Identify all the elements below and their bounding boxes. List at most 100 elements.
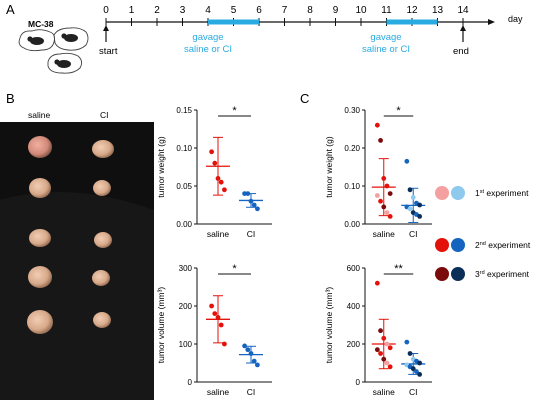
data-point <box>407 206 413 212</box>
data-point <box>410 366 416 372</box>
day-tick-label: 3 <box>180 5 186 16</box>
tumor-saline <box>28 136 52 158</box>
data-point <box>384 360 390 366</box>
data-point <box>417 202 423 208</box>
chart-b-volume: 0 100 200 300 tumor volume (mm³) saline CI * <box>156 263 272 397</box>
data-point <box>387 345 393 351</box>
x-tick-label: saline <box>373 229 395 239</box>
y-axis-label: tumor volume (mm³) <box>156 287 166 364</box>
data-point <box>404 339 410 345</box>
significance-label: * <box>396 105 401 117</box>
data-point <box>374 193 380 198</box>
data-point <box>410 195 416 200</box>
x-tick-label: CI <box>247 387 256 397</box>
day-unit-label: day <box>508 14 523 24</box>
data-point <box>374 122 380 128</box>
data-point <box>209 303 215 309</box>
day-tick-label: 12 <box>406 5 418 16</box>
y-tick-label: 0.30 <box>344 106 360 115</box>
photo-label-ci: CI <box>100 110 109 120</box>
y-tick-label: 100 <box>179 340 193 349</box>
day-tick-label: 8 <box>307 5 313 16</box>
tumor-ci <box>92 140 114 158</box>
data-point <box>245 191 251 197</box>
x-tick-label: saline <box>207 387 229 397</box>
data-point <box>248 351 254 356</box>
data-point <box>222 341 227 347</box>
data-point <box>387 214 393 219</box>
data-point <box>417 372 423 377</box>
gavage-label-2-line2: saline or CI <box>362 44 410 55</box>
y-tick-label: 300 <box>179 264 193 273</box>
day-tick-label: 9 <box>333 5 339 16</box>
y-tick-label: 0 <box>188 378 193 387</box>
chart-c-volume: 0 200 400 600 tumor volume (mm³) saline CI ** <box>324 263 432 397</box>
day-tick-label: 6 <box>256 5 262 16</box>
model-label: MC-38 <box>28 19 54 29</box>
day-tick-label: 0 <box>103 5 109 16</box>
legend-item-3: 3rd experiment <box>475 269 530 279</box>
data-point <box>242 343 248 349</box>
tumor-photo: saline CI <box>0 108 154 400</box>
chart-c-weight: 0.00 0.10 0.20 0.30 tumor weight (g) saline CI… <box>324 105 432 239</box>
y-tick-label: 200 <box>179 302 193 311</box>
legend-item-1: 1st experiment <box>475 188 529 198</box>
data-point <box>407 351 413 356</box>
y-tick-label: 0.20 <box>344 144 360 153</box>
legend-item-2: 2nd experiment <box>475 240 531 250</box>
data-point <box>215 176 221 181</box>
data-point <box>251 202 257 208</box>
y-tick-label: 600 <box>347 264 361 273</box>
data-point <box>248 198 254 204</box>
y-tick-label: 200 <box>347 340 361 349</box>
data-point <box>218 179 224 185</box>
panel-b-letter: B <box>6 91 15 106</box>
data-point <box>381 204 387 210</box>
y-tick-label: 0.10 <box>344 182 360 191</box>
data-point <box>381 356 387 362</box>
data-point <box>212 311 218 316</box>
data-point <box>387 364 393 370</box>
day-tick-label: 4 <box>205 5 211 16</box>
tumor-ci <box>93 312 111 328</box>
y-tick-label: 0.05 <box>176 182 192 191</box>
legend-swatch-ci <box>451 267 465 281</box>
day-tick-label: 2 <box>154 5 160 16</box>
mouse-cage-icon <box>18 27 89 74</box>
gavage-label-1-line2: saline or CI <box>184 44 232 55</box>
y-tick-label: 0 <box>356 378 361 387</box>
day-tick-label: 11 <box>381 5 392 16</box>
start-label: start <box>99 46 118 57</box>
significance-label: * <box>232 105 237 117</box>
x-tick-label: CI <box>247 229 256 239</box>
gavage-label-1-line1: gavage <box>192 32 223 43</box>
data-point <box>417 360 423 366</box>
gavage-bar <box>386 19 438 25</box>
tumor-ci <box>94 232 112 248</box>
legend: 1st experiment 2nd experiment 3rd experi… <box>435 186 531 281</box>
y-tick-label: 400 <box>347 302 361 311</box>
data-point <box>378 328 383 334</box>
data-point <box>407 187 413 193</box>
charts: 0.00 0.05 0.10 0.15 tumor weight (g) saline CI… <box>156 105 432 397</box>
data-point <box>384 210 390 216</box>
tumor-saline <box>29 229 51 247</box>
tumor-saline <box>28 266 52 288</box>
y-axis-label: tumor weight (g) <box>324 136 334 198</box>
data-point <box>384 183 390 189</box>
y-tick-label: 0.00 <box>344 220 360 229</box>
data-point <box>414 369 419 374</box>
tumor-ci <box>93 180 111 196</box>
day-tick-label: 7 <box>282 5 288 16</box>
y-tick-label: 0.15 <box>176 106 192 115</box>
data-point <box>381 335 387 341</box>
data-point <box>417 214 423 219</box>
chart-b-weight: 0.00 0.05 0.10 0.15 tumor weight (g) saline CI… <box>156 105 272 239</box>
day-tick-label: 5 <box>231 5 237 16</box>
legend-swatch-saline <box>435 186 449 200</box>
tumor-saline <box>29 178 51 198</box>
day-ticks: 0 1 2 3 4 5 6 7 8 9 10 11 12 13 14 <box>103 5 469 26</box>
x-tick-label: CI <box>409 387 418 397</box>
end-arrowhead <box>460 25 466 31</box>
